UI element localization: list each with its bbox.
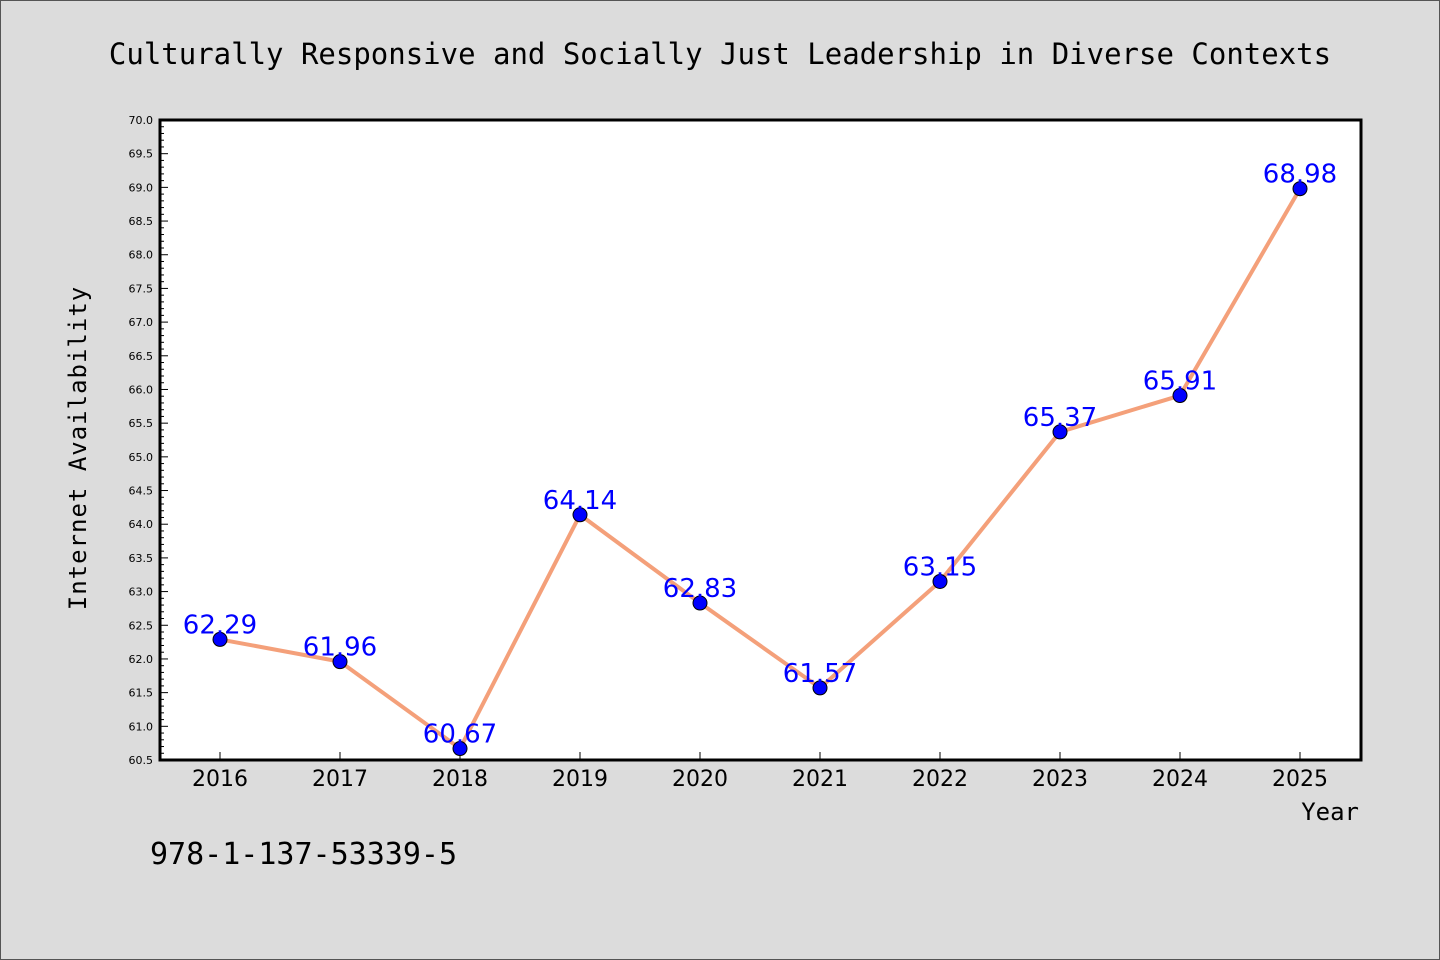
y-tick-label: 66.0 [129,383,154,396]
x-tick-label: 2019 [552,767,608,792]
y-tick-label: 62.5 [129,619,154,632]
y-tick-label: 65.5 [129,417,154,430]
x-tick-label: 2017 [312,767,368,792]
data-point [932,573,948,589]
y-tick-label: 63.0 [129,586,154,599]
data-label: 68.98 [1263,160,1337,190]
y-tick-label: 61.0 [129,720,154,733]
data-point [1172,388,1188,404]
x-tick-label: 2020 [672,767,728,792]
data-point [572,507,588,523]
x-axis: 2016 2017 2018 2019 2020 2021 2022 2023 2024 2025 [192,752,1328,792]
x-tick-label: 2016 [192,767,248,792]
y-tick-label: 62.0 [129,653,154,666]
y-tick-label: 68.5 [129,215,154,228]
y-tick-label: 64.5 [129,485,154,498]
isbn-text: 978-1-137-53339-5 [150,837,457,872]
data-label: 61.96 [303,633,377,663]
data-label: 65.37 [1023,403,1097,433]
plot-area [158,118,1363,762]
series-line [219,187,1302,751]
y-tick-label: 68.0 [129,249,154,262]
data-point [1292,181,1308,197]
data-label: 65.91 [1143,367,1217,397]
y-tick-label: 63.5 [129,552,154,565]
y-tick-label: 67.0 [129,316,154,329]
chart-title: Culturally Responsive and Socially Just … [109,37,1331,71]
data-labels: 62.29 61.96 60.67 64.14 62.83 61.57 63.15 65.37… [183,160,1337,750]
y-tick-label: 69.5 [129,148,154,161]
x-tick-label: 2018 [432,767,488,792]
data-label: 60.67 [423,720,497,750]
x-tick-label: 2025 [1272,767,1328,792]
data-label: 61.57 [783,659,857,689]
data-label: 62.83 [663,574,737,604]
data-label: 64.14 [543,486,617,516]
data-point [812,680,828,696]
y-tick-label: 64.0 [129,518,154,531]
y-tick-label: 61.5 [129,687,154,700]
x-tick-label: 2022 [912,767,968,792]
y-tick-label: 66.5 [129,350,154,363]
data-label: 62.29 [183,610,257,640]
y-axis: 60.5 61.0 61.5 62.0 62.5 63.0 63.5 64.0 64.5 65.0… [129,114,168,767]
y-tick-label: 69.0 [129,181,154,194]
data-point [692,595,708,611]
x-tick-label: 2021 [792,767,848,792]
data-point [332,654,348,670]
y-tick-label: 70.0 [129,114,154,127]
y-tick-label: 67.5 [129,282,154,295]
data-point [1052,424,1068,440]
data-point [452,741,468,757]
y-axis-label: Internet Availability [64,286,92,610]
x-tick-label: 2024 [1152,767,1208,792]
series [212,181,1308,757]
data-point [212,631,228,647]
y-tick-label: 65.0 [129,451,154,464]
x-tick-label: 2023 [1032,767,1088,792]
x-axis-label: Year [1301,798,1359,826]
y-tick-label: 60.5 [129,754,154,767]
data-label: 63.15 [903,552,977,582]
